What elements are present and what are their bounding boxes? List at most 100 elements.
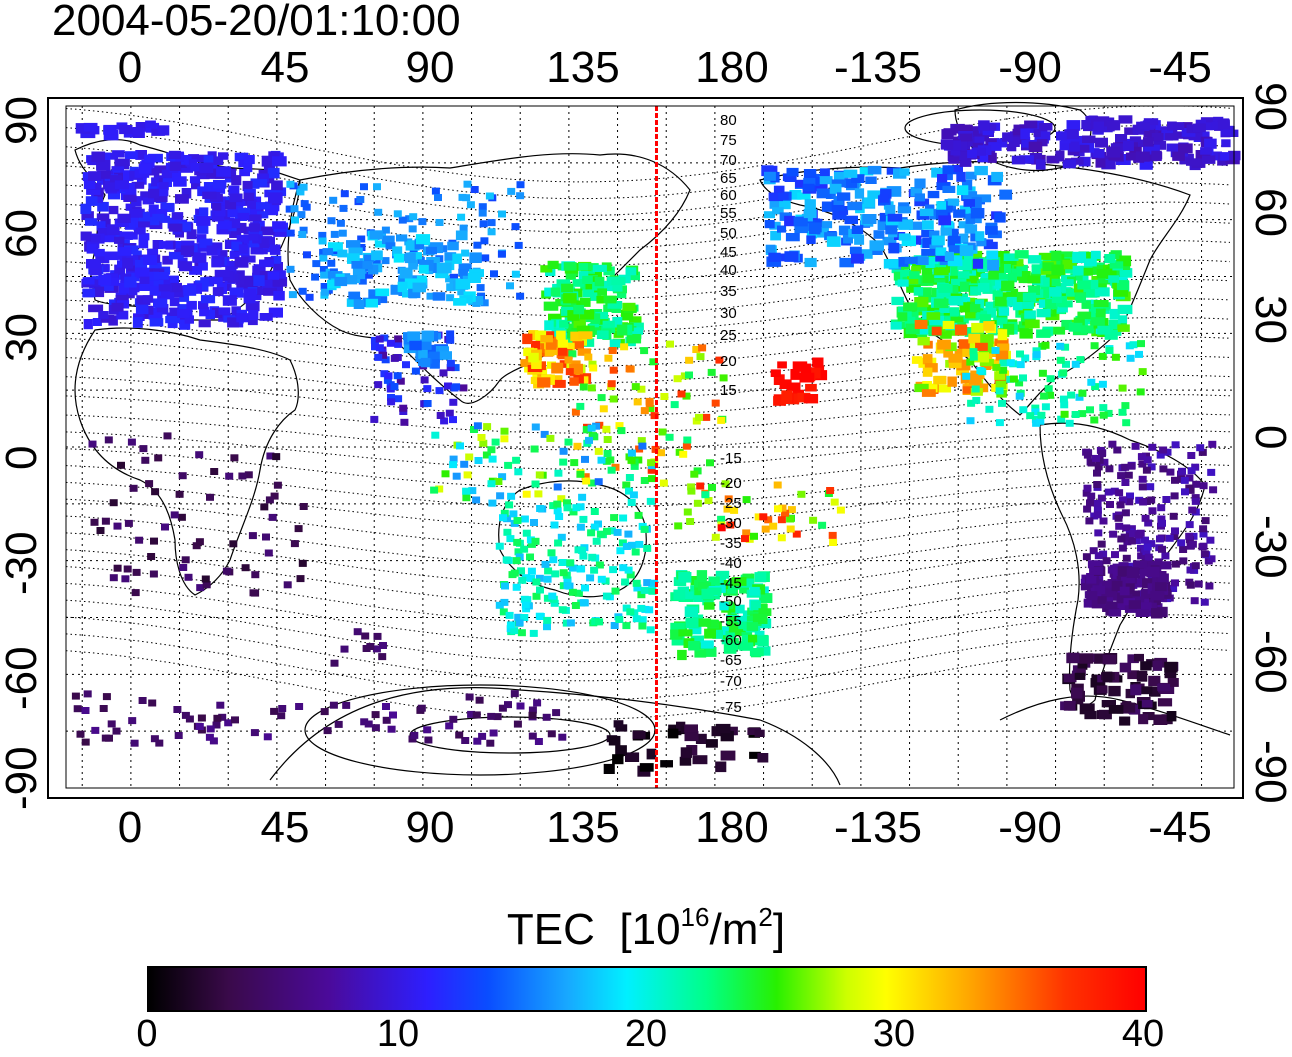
- tec-patch: [543, 575, 552, 583]
- tec-patch: [933, 259, 947, 268]
- tec-patch: [1124, 471, 1133, 479]
- tec-patch: [581, 455, 589, 463]
- tec-patch: [356, 196, 365, 203]
- tec-patch: [256, 286, 267, 295]
- tec-patch: [236, 234, 250, 244]
- tec-patch: [228, 185, 240, 196]
- tec-patch: [1051, 250, 1062, 262]
- tec-patch: [1127, 670, 1140, 680]
- tec-patch: [334, 276, 348, 287]
- tec-patch: [528, 330, 539, 341]
- tec-patch: [149, 279, 164, 289]
- tec-patch: [146, 271, 159, 281]
- tec-patch: [520, 545, 529, 553]
- tec-patch: [537, 377, 551, 388]
- tec-patch: [588, 479, 597, 487]
- tec-patch: [978, 257, 992, 268]
- tec-patch: [541, 560, 550, 568]
- tec-patch: [251, 571, 260, 579]
- tec-patch: [1207, 468, 1216, 476]
- tec-patch: [262, 533, 270, 541]
- tec-patch: [1105, 465, 1114, 473]
- tec-patch: [626, 334, 642, 344]
- tec-patch: [122, 257, 134, 269]
- tec-patch: [1066, 120, 1081, 131]
- tec-patch: [693, 594, 705, 602]
- tec-patch: [266, 452, 275, 460]
- tec-patch: [674, 522, 683, 530]
- tec-patch: [613, 720, 624, 728]
- tec-patch: [212, 203, 222, 211]
- tec-patch: [256, 202, 270, 210]
- tec-patch: [1063, 700, 1076, 711]
- tec-patch: [1101, 159, 1116, 170]
- tec-patch: [1200, 598, 1209, 606]
- tec-patch: [1217, 119, 1230, 130]
- tec-patch: [764, 171, 776, 181]
- tec-patch: [378, 653, 387, 661]
- tec-patch: [1086, 591, 1098, 601]
- tec-patch: [259, 270, 275, 280]
- tec-patch: [933, 267, 949, 276]
- tec-patch: [123, 565, 132, 573]
- tec-patch: [1079, 703, 1095, 715]
- tec-patch: [1093, 469, 1101, 477]
- tec-patch: [774, 505, 782, 513]
- tec-patch: [196, 216, 211, 226]
- tec-patch: [945, 342, 957, 352]
- tec-patch: [245, 301, 260, 312]
- tec-patch: [563, 504, 572, 512]
- tec-patch: [1139, 498, 1148, 506]
- tec-patch: [423, 385, 432, 393]
- tec-patch: [328, 276, 337, 284]
- tec-patch: [979, 358, 994, 367]
- tec-patch: [212, 308, 223, 318]
- tec-patch: [1149, 686, 1160, 696]
- tec-patch: [1164, 670, 1177, 679]
- tec-patch: [103, 125, 116, 135]
- tec-patch: [603, 450, 612, 457]
- tec-patch: [1110, 487, 1119, 495]
- tec-patch: [946, 140, 961, 151]
- tec-patch: [522, 529, 531, 537]
- tec-patch: [494, 478, 503, 485]
- tec-patch: [1190, 597, 1199, 605]
- tec-patch: [459, 384, 468, 392]
- tec-patch: [980, 278, 992, 288]
- tec-patch: [943, 347, 954, 358]
- tec-patch: [1061, 319, 1072, 330]
- tec-patch: [346, 298, 360, 307]
- tec-patch: [1008, 272, 1017, 283]
- tec-patch: [320, 708, 329, 716]
- tec-patch: [425, 246, 437, 255]
- tec-patch: [1118, 115, 1133, 124]
- tec-patch: [579, 383, 588, 391]
- tec-patch: [1094, 287, 1110, 297]
- tec-patch: [404, 278, 419, 289]
- tec-patch: [149, 570, 158, 578]
- tec-patch: [551, 362, 564, 374]
- tec-patch: [693, 635, 704, 643]
- coast-antarctica-east: [999, 695, 1231, 736]
- tec-patch: [1205, 582, 1214, 590]
- tec-patch: [522, 490, 531, 498]
- tec-patch: [688, 626, 702, 635]
- tec-patch: [1032, 347, 1041, 355]
- tec-patch: [579, 599, 588, 607]
- tec-patch: [643, 579, 652, 587]
- tec-patch: [103, 129, 119, 141]
- tec-patch: [911, 235, 922, 245]
- tec-patch: [1129, 341, 1138, 349]
- tec-patch: [505, 501, 514, 509]
- tec-patch: [511, 270, 520, 278]
- tec-patch: [1062, 259, 1077, 270]
- tec-patch: [1119, 716, 1131, 726]
- tec-patch: [1143, 456, 1152, 464]
- tec-patch: [297, 211, 306, 219]
- tec-patch: [1163, 448, 1172, 456]
- tec-patch: [1094, 552, 1103, 560]
- tec-patch: [455, 731, 464, 739]
- tec-patch: [502, 556, 511, 564]
- tec-patch: [373, 632, 382, 640]
- tec-patch: [1141, 686, 1153, 695]
